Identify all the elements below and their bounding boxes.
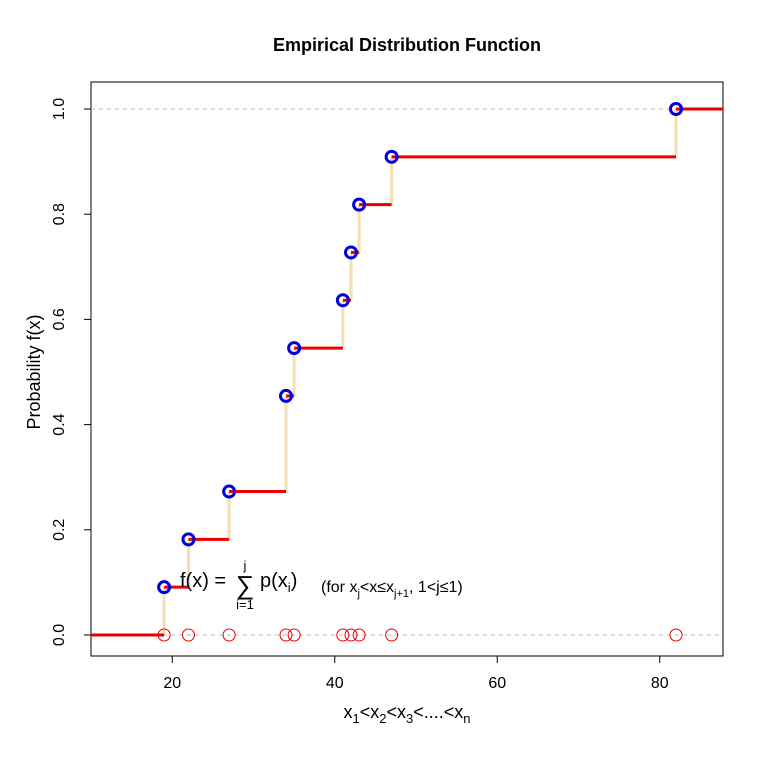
rug-point	[222, 628, 236, 642]
x-axis: 20 40 60 80	[163, 656, 669, 692]
plot-frame	[90, 81, 724, 657]
x-label-part: x	[344, 702, 353, 722]
data-point	[669, 102, 683, 116]
formula-term-base: p(x	[260, 570, 288, 592]
x-label-part: <x	[360, 702, 380, 722]
formula-annotation: f(x) = j ∑ i=1 p(xi) (for xj<x≤xj+1, 1<j…	[180, 558, 463, 612]
horizontal-steps-layer	[91, 107, 723, 637]
y-tick-label: 0.4	[51, 413, 68, 435]
rug-point	[182, 628, 195, 642]
x-label-sub: 3	[406, 711, 413, 726]
formula-cond-open: (for x	[321, 579, 357, 596]
rug-point	[287, 628, 301, 642]
x-tick-label: 80	[651, 675, 669, 692]
x-label-sub: 2	[379, 711, 386, 726]
rug-point	[669, 628, 683, 642]
y-tick-label: 0.6	[51, 308, 68, 330]
data-point	[344, 245, 358, 260]
formula-term-close: )	[291, 570, 298, 592]
rug-point	[344, 628, 358, 642]
formula-sum-upper: j	[243, 558, 247, 573]
formula-lhs: f(x) =	[180, 570, 226, 592]
y-axis: 0.0 0.2 0.4 0.6 0.8 1.0	[51, 98, 91, 646]
y-tick-label: 1.0	[51, 98, 68, 120]
x-tick-label: 60	[488, 675, 506, 692]
y-axis-label: Probability f(x)	[24, 314, 44, 429]
data-point	[157, 580, 172, 595]
x-axis-label: x1<x2<x3<....<xn	[344, 702, 471, 726]
data-point	[181, 532, 196, 547]
x-label-sub: n	[463, 711, 470, 726]
formula-cond-mid: <x≤x	[360, 579, 394, 596]
rug-points-layer	[157, 628, 683, 642]
data-point	[287, 341, 302, 356]
formula-condition: (for xj<x≤xj+1, 1<j≤1)	[321, 579, 463, 600]
formula-sum-symbol: ∑	[236, 570, 255, 600]
formula-term: p(xi)	[260, 570, 297, 595]
rug-point	[336, 628, 350, 642]
x-label-part: <....<x	[413, 702, 463, 722]
data-point	[352, 197, 367, 212]
x-tick-label: 40	[326, 675, 344, 692]
vertical-steps-layer	[162, 109, 678, 635]
data-point	[279, 388, 293, 403]
formula-cond-close: , 1<j≤1)	[409, 579, 463, 596]
chart-title: Empirical Distribution Function	[273, 35, 541, 55]
data-points-layer	[157, 102, 683, 595]
y-tick-label: 0.0	[51, 624, 68, 646]
x-label-part: <x	[386, 702, 406, 722]
y-tick-label: 0.2	[51, 519, 68, 541]
rug-point	[352, 628, 366, 642]
y-tick-label: 0.8	[51, 203, 68, 225]
x-tick-label: 20	[163, 675, 181, 692]
data-point	[222, 484, 237, 499]
data-point	[335, 293, 350, 308]
formula-sum-lower: i=1	[236, 597, 254, 612]
rug-point	[157, 628, 171, 642]
rug-point	[279, 628, 293, 642]
x-label-sub: 1	[353, 711, 360, 726]
formula-cond-sub1: j	[356, 588, 359, 600]
formula-cond-sub2: j+1	[393, 588, 409, 600]
rug-point	[385, 628, 399, 642]
data-point	[384, 149, 399, 164]
formula-term-sub: i	[288, 580, 291, 595]
grid-layer	[91, 108, 723, 636]
